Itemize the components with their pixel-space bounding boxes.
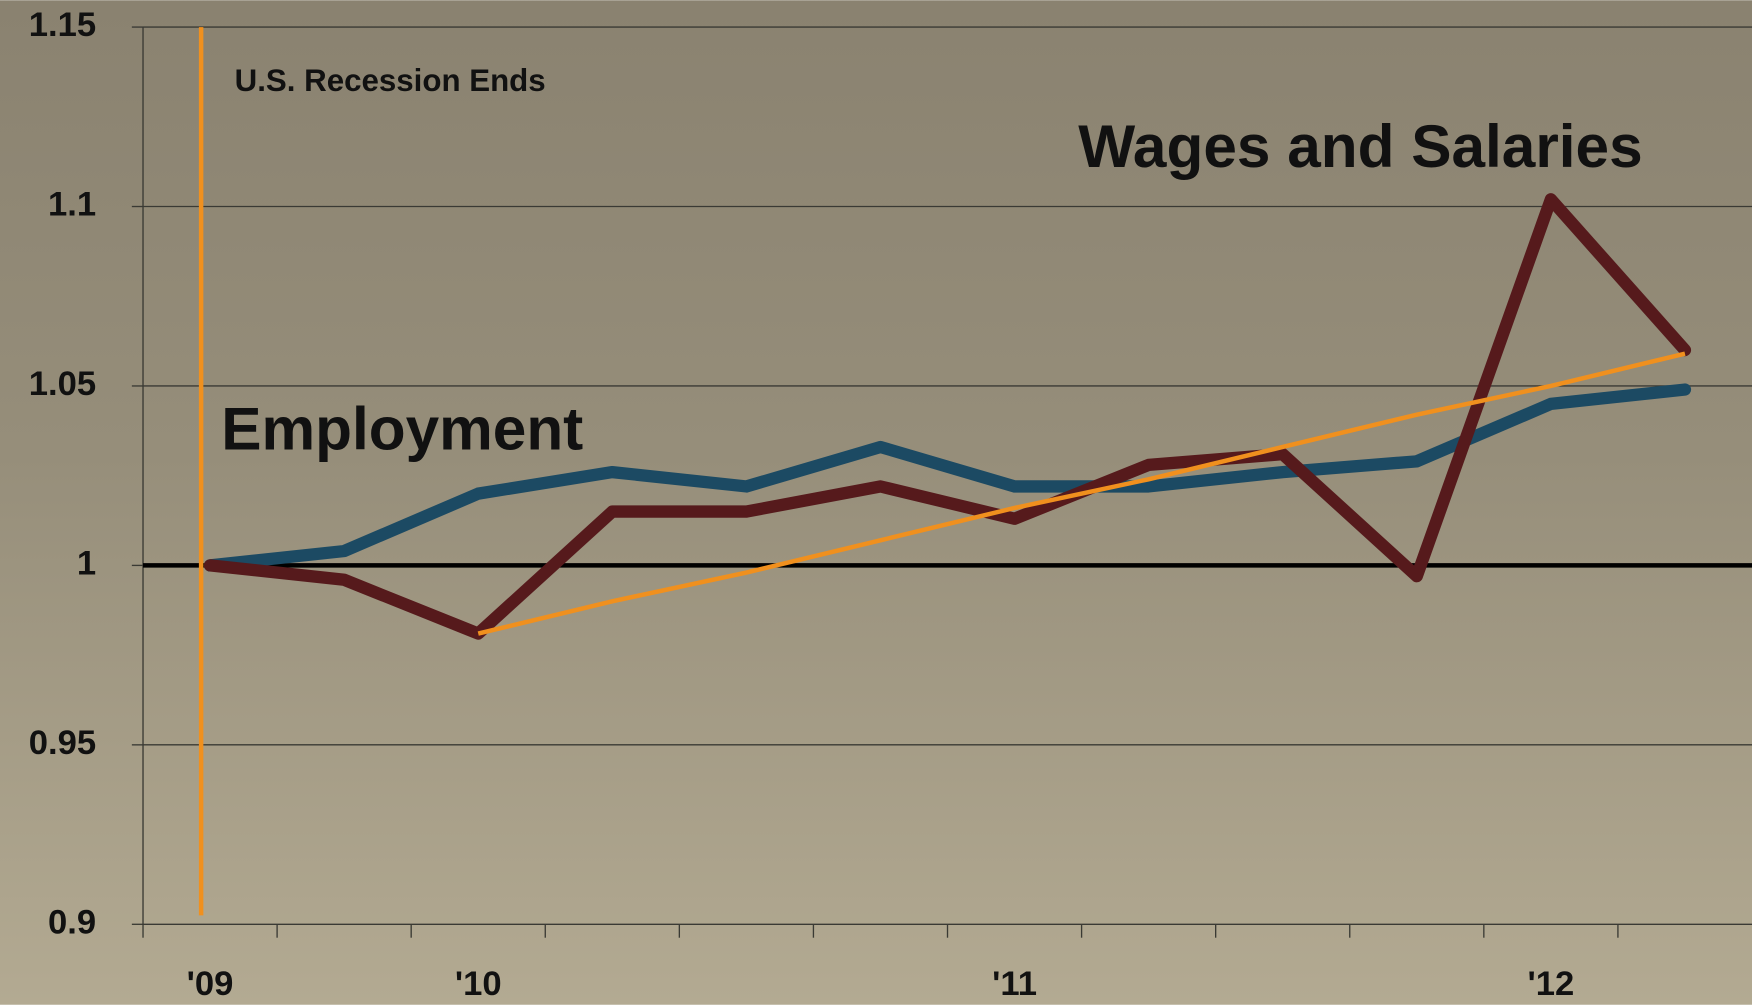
series-line — [203, 193, 1692, 640]
y-tick-label: 0.95 — [29, 724, 96, 762]
marks — [198, 27, 1692, 916]
y-tick-label: 1.05 — [29, 365, 96, 403]
series-label: Employment — [221, 395, 583, 463]
y-tick-label: 1 — [77, 545, 96, 583]
x-tick-label: '10 — [455, 965, 502, 1003]
x-tick-label: '11 — [992, 965, 1037, 1003]
grid — [131, 26, 1752, 938]
x-tick-label: '09 — [187, 965, 234, 1003]
series-line — [203, 383, 1692, 572]
series-label: Wages and Salaries — [1078, 112, 1642, 180]
trend-line — [477, 351, 1686, 636]
y-tick-label: 0.9 — [48, 903, 96, 941]
x-tick-label: '12 — [1528, 965, 1575, 1003]
y-tick-label: 1.1 — [48, 186, 96, 224]
y-tick-label: 1.15 — [29, 6, 96, 44]
annotation: U.S. Recession Ends — [235, 63, 546, 98]
